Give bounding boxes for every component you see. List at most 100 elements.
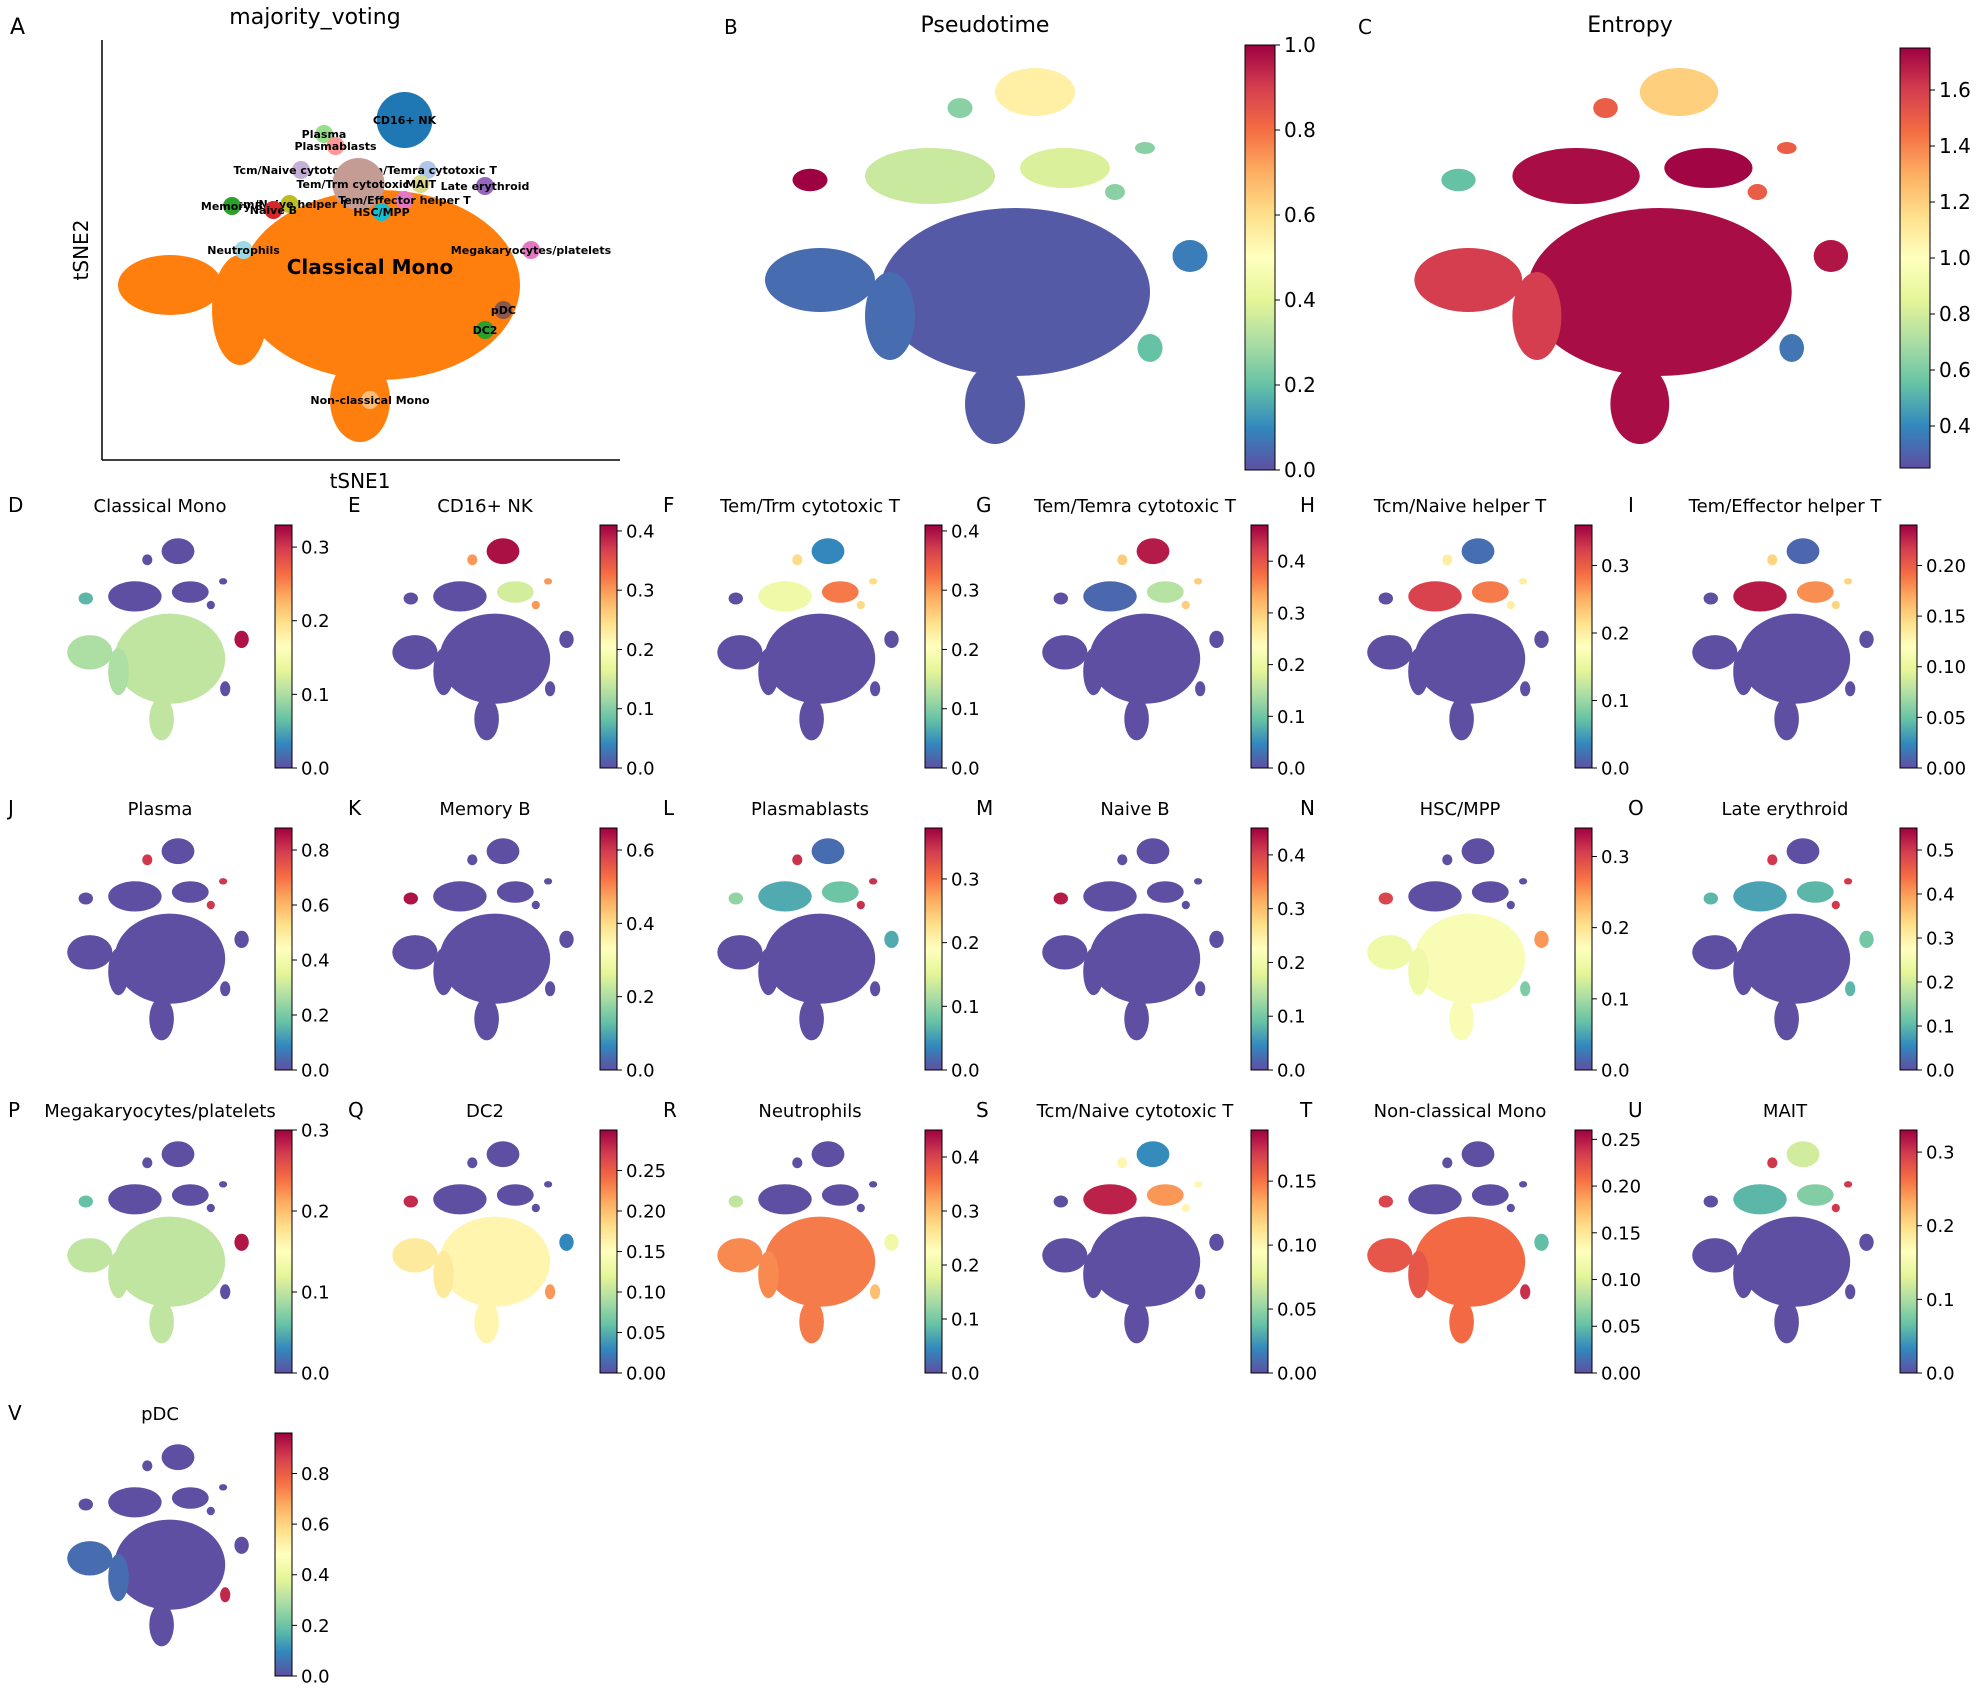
cell-cluster-small-upper	[219, 578, 228, 585]
panel-letter: E	[348, 493, 361, 517]
cell-cluster-low-right	[1137, 334, 1163, 362]
cell-cluster-small-upper	[1844, 1181, 1853, 1188]
cell-cluster-low-right	[220, 981, 231, 997]
panel-title: majority_voting	[229, 5, 400, 30]
cell-cluster-upper-mid	[1796, 581, 1834, 603]
cluster-label: Classical Mono	[287, 255, 453, 279]
colorbar-tick-label: 0.0	[951, 1363, 980, 1384]
colorbar-tick-label: 0.3	[951, 869, 980, 890]
cell-cluster-low-right	[1845, 681, 1856, 697]
panel-letter: N	[1300, 796, 1315, 820]
panel-g: G Tem/Temra cytotoxic T 0.0 0.1 0.2 0.3 0.4	[976, 493, 1306, 779]
panel-letter: K	[348, 796, 362, 820]
cell-cluster-small-upper	[792, 854, 803, 866]
cell-cluster-upper-mid	[171, 1487, 209, 1509]
colorbar-tick-label: 0.8	[301, 1464, 330, 1485]
cell-cluster-small-upper	[1442, 854, 1453, 866]
cell-cluster-small-upper	[142, 1157, 153, 1169]
cell-cluster-low-right	[1845, 981, 1856, 997]
colorbar-tick-label: 0.3	[1601, 847, 1630, 868]
cell-cluster-main	[764, 613, 876, 704]
cell-cluster-right	[1859, 630, 1874, 649]
cluster-cd16-nk	[376, 92, 433, 148]
panel-f: F Tem/Trm cytotoxic T 0.0 0.1 0.2 0.3 0.4	[663, 493, 980, 779]
panel-u: U MAIT 0.0 0.1 0.2 0.3	[1628, 1098, 1955, 1384]
colorbar-tick-label: 0.6	[1284, 203, 1316, 227]
panel-title: Naive B	[1100, 799, 1169, 820]
cell-cluster-far-left	[1703, 1195, 1719, 1208]
cell-cluster-main	[1449, 1300, 1474, 1344]
colorbar-tick-label: 0.10	[1277, 1236, 1317, 1257]
cell-cluster-main	[965, 364, 1025, 444]
cell-cluster-top	[486, 538, 520, 565]
cluster-label: Tem/Temra cytotoxic T	[358, 164, 497, 177]
colorbar-tick-label: 0.4	[1277, 845, 1306, 866]
cluster-pdc	[494, 301, 513, 319]
cell-cluster-right	[559, 930, 574, 949]
cluster-label: Non-classical Mono	[310, 394, 430, 407]
cell-cluster-main	[149, 1603, 174, 1647]
cell-cluster-main	[1739, 1216, 1851, 1307]
cell-cluster-right	[234, 1233, 249, 1251]
colorbar-tick-label: 0.3	[951, 1201, 980, 1222]
panel-title: Memory B	[439, 799, 530, 820]
cluster-tcm-naive-cytotoxic-t	[292, 161, 310, 179]
panel-title: Tcm/Naive cytotoxic T	[1036, 1101, 1235, 1122]
colorbar-tick-label: 0.1	[951, 997, 980, 1018]
cell-cluster-left	[108, 1554, 129, 1602]
cell-cluster-small-upper	[869, 878, 878, 885]
cell-cluster-small-upper	[544, 578, 553, 585]
colorbar	[924, 524, 943, 769]
cell-cluster-small-upper	[856, 600, 865, 610]
panel-title: Classical Mono	[94, 496, 227, 517]
cell-cluster-low-right	[220, 1587, 231, 1603]
cell-cluster-low-right	[1520, 681, 1531, 697]
cell-cluster-left	[1414, 248, 1523, 312]
cell-cluster-main	[799, 1300, 824, 1344]
cell-cluster-small-upper	[467, 1157, 478, 1169]
colorbar-tick-label: 0.0	[1284, 458, 1316, 482]
colorbar-tick-label: 0.10	[626, 1282, 666, 1303]
cluster-megakaryocytes-platelets	[522, 241, 540, 259]
cell-cluster-left	[1367, 935, 1413, 970]
colorbar	[1899, 827, 1918, 1071]
panel-letter: V	[8, 1401, 22, 1425]
cell-cluster-left	[765, 248, 875, 312]
colorbar-tick-label: 0.0	[951, 1060, 980, 1081]
cluster-dc2	[476, 321, 494, 339]
panel-letter: M	[976, 796, 993, 820]
cell-cluster-upper-left	[108, 581, 162, 612]
colorbar-tick-label: 0.1	[1277, 1007, 1306, 1028]
cell-cluster-small-upper	[531, 1203, 540, 1213]
cell-cluster-small-upper	[1135, 142, 1155, 154]
cell-cluster-left	[67, 1541, 113, 1576]
cell-cluster-small-upper	[1519, 1181, 1528, 1188]
panel-k: K Memory B 0.0 0.2 0.4 0.6	[348, 796, 655, 1081]
cell-cluster-upper-mid	[1146, 581, 1184, 603]
colorbar-tick-label: 0.2	[1926, 972, 1955, 993]
panel-s: S Tcm/Naive cytotoxic T 0.00 0.05 0.10 0.15	[976, 1098, 1317, 1384]
colorbar-tick-label: 0.0	[1601, 1060, 1630, 1081]
colorbar	[1899, 1129, 1918, 1374]
colorbar-tick-label: 0.05	[1277, 1300, 1317, 1321]
cell-cluster-main	[880, 208, 1150, 376]
cell-cluster-main	[1739, 913, 1851, 1004]
cell-cluster-small-upper	[544, 1181, 553, 1188]
cell-cluster-left	[392, 635, 438, 670]
colorbar-tick-label: 0.0	[1277, 758, 1306, 779]
cell-cluster-top	[161, 538, 195, 565]
colorbar-tick-label: 0.0	[1926, 1363, 1955, 1384]
cell-cluster-far-left	[728, 592, 743, 605]
colorbar-tick-label: 0.0	[301, 758, 330, 779]
cell-cluster-small-upper	[1831, 1203, 1840, 1213]
colorbar	[1899, 524, 1918, 769]
cell-cluster-low-right	[545, 1284, 556, 1300]
cluster-label: Memory B	[201, 200, 263, 213]
cell-cluster-small-upper	[1777, 142, 1797, 154]
colorbar-tick-label: 0.4	[301, 950, 330, 971]
cell-cluster-far-left	[78, 592, 94, 605]
cell-cluster-upper-mid	[1796, 1184, 1834, 1206]
colorbar	[1574, 827, 1593, 1071]
colorbar	[1250, 524, 1269, 769]
colorbar-tick-label: 0.5	[1926, 840, 1955, 861]
